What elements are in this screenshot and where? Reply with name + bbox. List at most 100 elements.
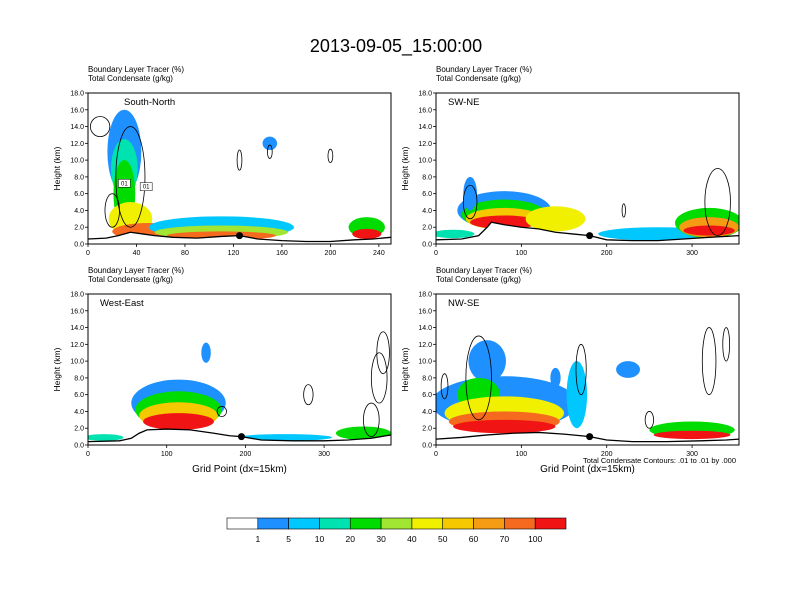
y-tick-label: 14.0 (70, 124, 84, 131)
condensate-contour (363, 402, 380, 438)
tracer-field (525, 206, 586, 232)
colorbar-swatch (349, 517, 382, 530)
y-tick-label: 8.0 (422, 375, 432, 382)
x-tick-label: 240 (373, 250, 385, 257)
panel-header-condensate: Total Condensate (g/kg) (88, 275, 173, 284)
y-tick-label: 18.0 (70, 292, 84, 299)
colorbar-swatch (380, 517, 413, 530)
y-tick-label: 16.0 (418, 308, 432, 315)
y-tick-label: 2.0 (422, 426, 432, 433)
tracer-field (453, 419, 556, 434)
x-tick-label: 80 (181, 250, 189, 257)
contour-label: 01 (118, 179, 131, 188)
x-tick-label: 0 (434, 451, 438, 458)
y-tick-label: 16.0 (70, 107, 84, 114)
panel-label: SW-NE (448, 97, 480, 108)
y-tick-label: 2.0 (422, 225, 432, 232)
condensate-contour (236, 149, 243, 171)
tracer-field (436, 229, 475, 239)
y-tick-label: 12.0 (70, 342, 84, 349)
condensate-contour (704, 168, 731, 237)
colorbar-label: 100 (528, 534, 542, 544)
y-tick-label: 0.0 (422, 443, 432, 450)
colorbar-label: 1 (255, 534, 260, 544)
x-tick-label: 200 (601, 451, 613, 458)
y-axis-label: Height (km) (400, 347, 410, 391)
y-tick-label: 6.0 (74, 392, 84, 399)
colorbar-label: 60 (469, 534, 479, 544)
y-tick-label: 8.0 (74, 375, 84, 382)
y-tick-label: 6.0 (74, 191, 84, 198)
colorbar-swatch (257, 517, 289, 530)
svg-text:01: 01 (121, 181, 128, 187)
colorbar-swatch (226, 517, 259, 530)
condensate-contour (621, 203, 626, 218)
plot-area (88, 294, 391, 445)
colorbar-swatch (504, 517, 536, 530)
y-tick-label: 12.0 (418, 141, 432, 148)
y-tick-label: 18.0 (418, 292, 432, 299)
terrain-fill (436, 222, 739, 244)
x-tick-label: 40 (133, 250, 141, 257)
y-tick-label: 4.0 (74, 208, 84, 215)
x-axis-label: Grid Point (dx=15km) (540, 464, 635, 475)
y-tick-label: 4.0 (422, 409, 432, 416)
condensate-contour (115, 126, 146, 228)
location-marker (586, 433, 594, 441)
y-tick-label: 10.0 (418, 158, 432, 165)
tracer-field (143, 413, 214, 430)
y-axis-label: Height (km) (52, 146, 62, 190)
panel-header-tracer: Boundary Layer Tracer (%) (436, 65, 532, 74)
plot-area (436, 294, 739, 445)
condensate-contour (701, 327, 717, 396)
tracer-field (88, 434, 124, 441)
y-tick-label: 6.0 (422, 191, 432, 198)
y-axis-label: Height (km) (52, 347, 62, 391)
y-tick-label: 12.0 (418, 342, 432, 349)
x-tick-label: 200 (240, 451, 252, 458)
x-tick-label: 160 (276, 250, 288, 257)
y-tick-label: 14.0 (418, 124, 432, 131)
plot-background (88, 294, 391, 445)
y-axis-label: Height (km) (400, 146, 410, 190)
x-tick-label: 120 (228, 250, 240, 257)
colorbar-label: 20 (346, 534, 356, 544)
x-tick-label: 300 (686, 250, 698, 257)
y-tick-label: 0.0 (74, 242, 84, 249)
plot-area (436, 93, 739, 244)
figure-title: 2013-09-05_15:00:00 (310, 36, 482, 57)
location-marker (237, 433, 245, 441)
x-tick-label: 200 (325, 250, 337, 257)
tracer-field (201, 342, 211, 363)
panel-label: NW-SE (448, 298, 480, 309)
y-tick-label: 10.0 (418, 359, 432, 366)
plot-frame (435, 293, 740, 446)
y-tick-label: 12.0 (70, 141, 84, 148)
x-tick-label: 300 (686, 451, 698, 458)
tracer-field (352, 228, 382, 239)
colorbar-swatch (534, 517, 567, 530)
y-tick-label: 10.0 (70, 359, 84, 366)
tracer-field (468, 340, 506, 383)
terrain-line (436, 431, 739, 443)
terrain-line (88, 231, 391, 243)
tracer-field (653, 430, 731, 440)
panel-header-condensate: Total Condensate (g/kg) (436, 275, 521, 284)
x-tick-label: 100 (516, 451, 528, 458)
y-tick-label: 2.0 (74, 426, 84, 433)
colorbar-label: 40 (407, 534, 417, 544)
y-tick-label: 0.0 (74, 443, 84, 450)
location-marker (236, 232, 243, 240)
plot-frame (435, 92, 740, 245)
y-tick-label: 10.0 (70, 158, 84, 165)
panel-header-tracer: Boundary Layer Tracer (%) (88, 266, 184, 275)
colorbar-label: 5 (286, 534, 291, 544)
condensate-contour (722, 327, 731, 362)
colorbar-swatch (319, 517, 351, 530)
panel-2: 0.0 2.0 4.0 6.0 8.0 10.0 12.0 14.0 16.0 18.0 0 100 2… (400, 65, 740, 257)
terrain-line (436, 221, 739, 242)
x-tick-label: 300 (318, 451, 330, 458)
panel-label: West-East (100, 298, 144, 309)
y-tick-label: 2.0 (74, 225, 84, 232)
